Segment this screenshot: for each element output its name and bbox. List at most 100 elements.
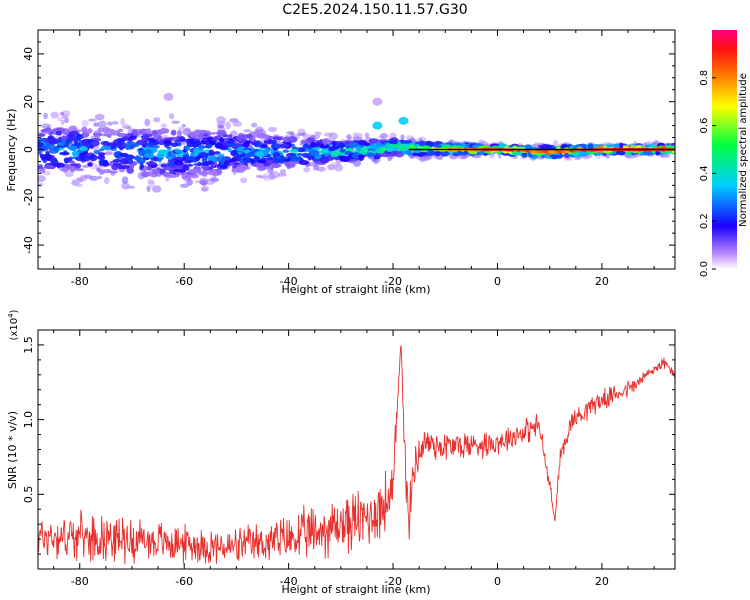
- spectrogram-axes: -80 -60 -40 -20 0 20 -40 -20 0 20 40: [22, 29, 675, 288]
- colorbar-tick-label: 0.6: [699, 118, 710, 134]
- spectrogram-cell: [385, 147, 394, 153]
- spectrogram-cell: [170, 129, 177, 136]
- spectrogram-haze-cell: [296, 132, 306, 137]
- snr-series-line: [38, 345, 675, 565]
- spectrogram-cell: [144, 153, 155, 159]
- x-tick-label: -40: [280, 275, 298, 288]
- snr-ylabel: SNR (10 * v/v): [6, 411, 19, 489]
- spectrogram-cell: [55, 131, 63, 136]
- spectrogram-cell: [208, 149, 215, 155]
- spectrogram-cell: [401, 140, 413, 144]
- spectrogram-cell: [188, 168, 200, 174]
- spectrogram-haze-cell: [205, 179, 216, 186]
- spectrogram-cell: [74, 140, 79, 146]
- spectrogram-haze-cell: [104, 151, 113, 155]
- spectrogram-cell: [43, 130, 51, 134]
- spectrogram-cell: [74, 135, 82, 142]
- spectrogram-haze-cell: [43, 112, 49, 120]
- spectrogram-cell: [123, 135, 129, 141]
- spectrogram-cell: [67, 145, 78, 150]
- spectrogram-cell: [71, 150, 80, 157]
- x-tick-label: 20: [595, 275, 609, 288]
- spectrogram-cell: [112, 159, 122, 163]
- spectrogram-haze-cell: [255, 126, 264, 133]
- spectrogram-haze-cell: [97, 120, 107, 129]
- colorbar-gradient: [712, 30, 737, 269]
- spectrogram-haze-cell: [79, 174, 88, 182]
- spectrogram-cell: [43, 164, 55, 170]
- spectrogram-haze-cell: [89, 175, 99, 181]
- spectrogram-feature: [398, 116, 409, 125]
- spectrogram-haze-cell: [38, 175, 46, 183]
- spectrogram-cell: [115, 154, 122, 159]
- spectrogram-cell: [102, 133, 108, 137]
- spectrogram-cell: [440, 150, 450, 157]
- spectrogram-cell: [92, 132, 104, 137]
- spectrogram-cell: [358, 154, 365, 161]
- spectrogram-cell: [544, 144, 552, 150]
- spectrogram-cell: [150, 145, 160, 149]
- spectrogram-haze-cell: [323, 132, 333, 137]
- spectrogram-cell: [366, 152, 375, 158]
- spectrogram-haze-cell: [97, 175, 103, 180]
- spectrogram-haze-cell: [279, 168, 287, 175]
- spectrogram-cell: [418, 151, 428, 156]
- spectrogram-cell: [64, 143, 70, 148]
- spectrogram-cell: [139, 157, 144, 164]
- spectrogram-cell: [368, 138, 380, 144]
- spectrogram-haze-cell: [104, 177, 110, 185]
- spectrogram-xlabel: Height of straight line (km): [281, 283, 430, 296]
- spectrogram-cell: [124, 155, 133, 160]
- spectrogram-cell: [300, 139, 308, 145]
- spectrogram-cell: [187, 174, 192, 181]
- spectrogram-cell: [283, 158, 291, 162]
- colorbar-tick-label: 0.0: [699, 261, 710, 277]
- spectrogram-cell: [145, 161, 157, 166]
- spectrogram-cell: [97, 154, 106, 160]
- spectrogram-haze-cell: [94, 113, 105, 121]
- spectrogram-haze-cell: [379, 133, 389, 139]
- spectrogram-cell: [199, 171, 208, 175]
- spectrogram-haze-cell: [242, 129, 252, 133]
- spectrogram-cell: [263, 157, 275, 161]
- spectrogram-cell: [432, 144, 442, 149]
- spectrogram-cell: [321, 147, 329, 154]
- spectrogram-cell: [411, 152, 419, 157]
- spectrogram-haze-cell: [43, 170, 51, 176]
- spectrogram-cell: [157, 153, 162, 158]
- spectrogram-cell: [344, 141, 351, 144]
- spectrogram-cell: [250, 159, 255, 164]
- spectrogram-cell: [163, 165, 175, 171]
- spectrogram-cell: [349, 142, 360, 148]
- spectrogram-cell: [198, 144, 205, 151]
- spectrogram-cell: [174, 149, 181, 154]
- x-tick-label: 0: [494, 275, 501, 288]
- spectrogram-haze-cell: [165, 176, 170, 182]
- spectrogram-cell: [176, 129, 182, 137]
- spectrogram-haze-cell: [61, 114, 69, 120]
- spectrogram-cell: [125, 144, 130, 151]
- spectrogram-cell: [642, 150, 653, 156]
- spectrogram-haze-cell: [122, 124, 131, 130]
- x-tick-label: -20: [384, 575, 402, 588]
- spectrogram-haze-cell: [303, 167, 311, 173]
- spectrogram-haze-cell: [200, 185, 209, 192]
- spectrogram-cell: [197, 161, 202, 167]
- spectrogram-cell: [69, 163, 79, 167]
- spectrogram-haze-cell: [151, 185, 162, 193]
- spectrogram-haze-cell: [400, 134, 405, 141]
- spectrogram-cell: [151, 168, 159, 176]
- spectrogram-cell: [214, 142, 223, 149]
- spectrogram-cell: [68, 125, 78, 133]
- spectrogram-cell: [75, 168, 84, 172]
- snr-yscale-label: (x104): [7, 309, 20, 340]
- spectrogram-haze-cell: [121, 176, 129, 184]
- spectrogram-cell: [146, 165, 152, 171]
- spectrogram-cell: [101, 145, 112, 151]
- spectrogram-haze-cell: [316, 166, 326, 172]
- spectrogram-cell: [235, 154, 241, 160]
- spectrogram-haze-cell: [240, 177, 248, 184]
- y-tick-label: 0.5: [22, 486, 35, 504]
- spectrogram-cell: [127, 164, 135, 170]
